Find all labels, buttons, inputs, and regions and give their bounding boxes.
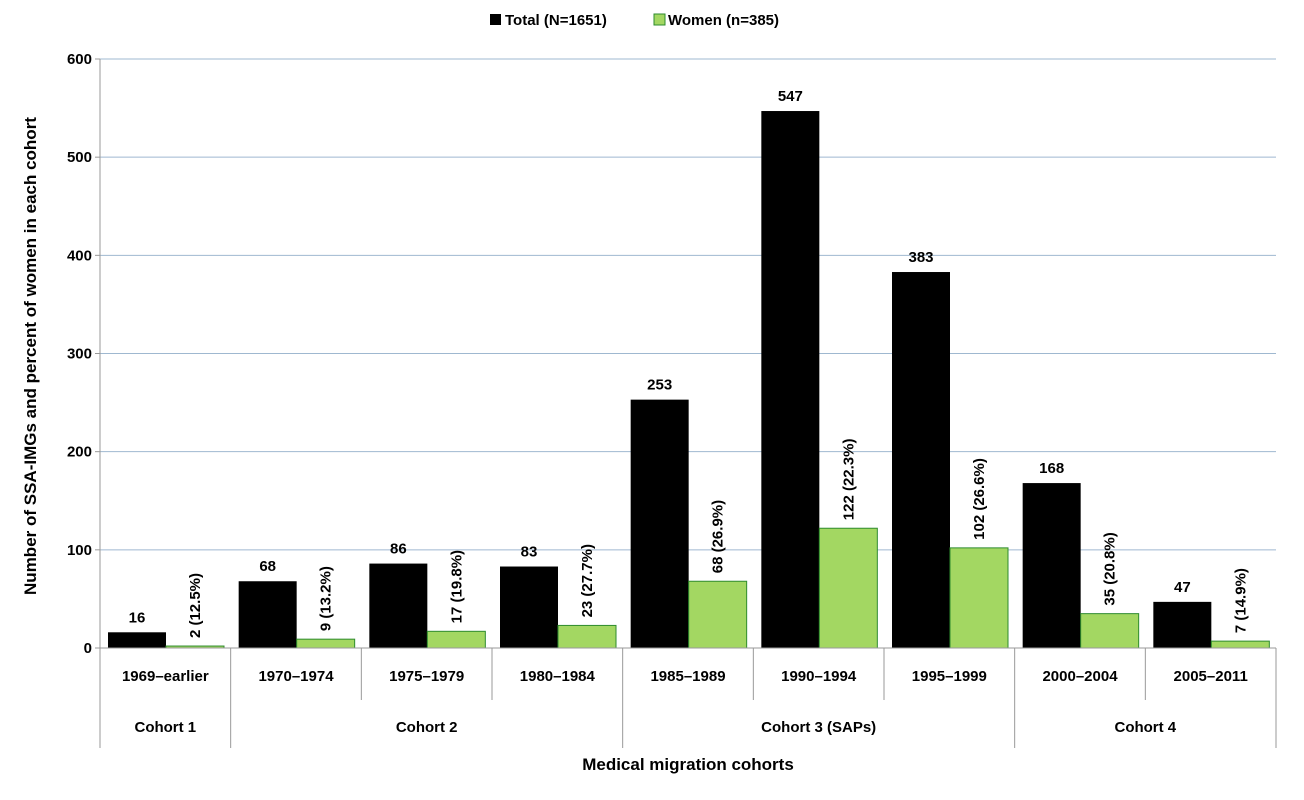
- value-label-women-2: 17 (19.8%): [448, 550, 465, 623]
- value-label-women-8: 7 (14.9%): [1232, 568, 1249, 633]
- y-tick-label-600: 600: [67, 51, 92, 68]
- value-label-total-1: 68: [259, 558, 276, 575]
- labels: 0 100 200 300 400 500 600 16 2 (12.5%) 1969–earli…: [67, 51, 1249, 736]
- group-label-3: Cohort 4: [1114, 719, 1176, 736]
- value-label-total-3: 83: [521, 544, 538, 561]
- x-axis-title: Medical migration cohorts: [582, 755, 794, 774]
- bar-total-5: [761, 111, 820, 649]
- category-label-7: 2000–2004: [1042, 668, 1118, 685]
- category-label-1: 1970–1974: [258, 668, 334, 685]
- axes: [95, 58, 1277, 748]
- y-tick-label-400: 400: [67, 247, 92, 264]
- category-label-6: 1995–1999: [912, 668, 987, 685]
- value-label-total-8: 47: [1174, 579, 1191, 596]
- value-label-total-0: 16: [129, 609, 146, 626]
- y-tick-label-500: 500: [67, 149, 92, 166]
- bar-total-8: [1153, 601, 1212, 648]
- bar-women-8: [1210, 640, 1270, 649]
- category-label-4: 1985–1989: [650, 668, 725, 685]
- bar-women-4: [688, 580, 748, 649]
- y-tick-label-200: 200: [67, 444, 92, 461]
- bar-women-7: [1080, 613, 1140, 649]
- value-label-total-7: 168: [1039, 460, 1064, 477]
- legend-label-women: Women (n=385): [668, 12, 779, 29]
- group-label-1: Cohort 2: [396, 719, 458, 736]
- y-axis-title: Number of SSA-IMGs and percent of women …: [21, 117, 40, 595]
- value-label-women-1: 9 (13.2%): [318, 566, 335, 631]
- bar-total-1: [238, 581, 297, 648]
- value-label-women-4: 68 (26.9%): [710, 500, 727, 573]
- y-tick-label-100: 100: [67, 542, 92, 559]
- value-label-total-2: 86: [390, 541, 407, 558]
- y-tick-label-0: 0: [84, 640, 92, 657]
- legend-swatch-women: [653, 13, 666, 26]
- bar-women-3: [557, 624, 617, 649]
- category-label-2: 1975–1979: [389, 668, 464, 685]
- value-label-women-5: 122 (22.3%): [840, 439, 857, 521]
- value-label-total-5: 547: [778, 88, 803, 105]
- legend-swatch-total: [490, 14, 501, 25]
- legend-label-total: Total (N=1651): [505, 12, 607, 29]
- category-label-5: 1990–1994: [781, 668, 857, 685]
- group-label-0: Cohort 1: [134, 719, 196, 736]
- category-label-0: 1969–earlier: [122, 668, 209, 685]
- group-label-2: Cohort 3 (SAPs): [761, 719, 876, 736]
- value-label-women-6: 102 (26.6%): [971, 458, 988, 540]
- y-tick-label-300: 300: [67, 346, 92, 363]
- value-label-women-3: 23 (27.7%): [579, 544, 596, 617]
- bar-women-1: [296, 638, 356, 649]
- bar-women-5: [818, 527, 878, 649]
- bar-women-2: [426, 630, 486, 649]
- bar-total-2: [369, 563, 428, 648]
- bar-total-7: [1022, 483, 1081, 648]
- bar-total-4: [630, 399, 689, 648]
- bar-total-3: [500, 566, 558, 648]
- legend: Total (N=1651) Women (n=385): [490, 12, 779, 29]
- category-label-3: 1980–1984: [520, 668, 596, 685]
- bars: [108, 111, 1270, 649]
- value-label-total-6: 383: [908, 249, 933, 266]
- value-label-women-0: 2 (12.5%): [187, 573, 204, 638]
- bar-women-6: [949, 547, 1009, 649]
- value-label-total-4: 253: [647, 377, 672, 394]
- bar-total-6: [892, 272, 950, 648]
- category-label-8: 2005–2011: [1174, 668, 1248, 685]
- value-label-women-7: 35 (20.8%): [1102, 532, 1119, 605]
- bar-total-0: [108, 632, 166, 648]
